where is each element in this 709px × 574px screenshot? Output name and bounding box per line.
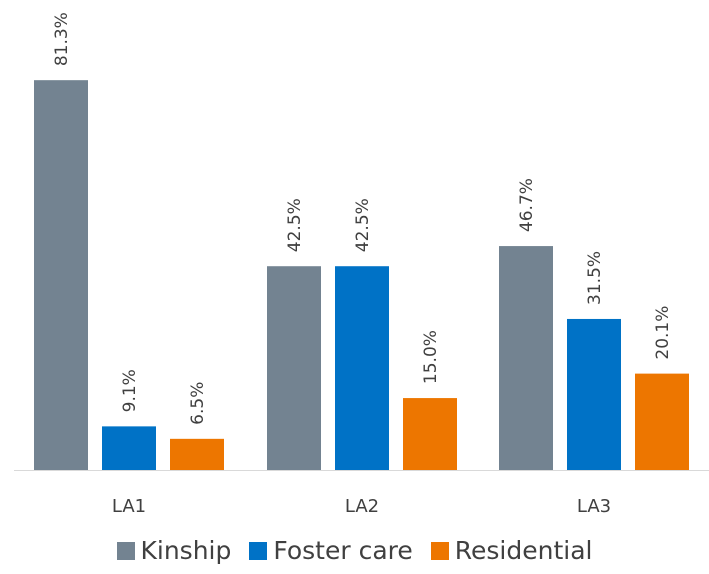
legend-swatch-foster-care [249,541,268,560]
bar-la3-residential [635,373,689,470]
legend-item-residential: Residential [430,536,593,565]
bar-la3-foster-care [567,318,621,470]
x-tick-label-la1: LA1 [112,496,146,517]
legend-label-foster-care: Foster care [273,536,413,565]
x-tick-label-la3: LA3 [577,496,611,517]
legend-swatch-residential [430,541,449,560]
data-label-la1-residential: 6.5% [188,382,208,425]
legend-item-foster-care: Foster care [249,536,413,565]
legend-swatch-kinship [116,541,135,560]
bar-la3-kinship [499,246,553,470]
legend: Kinship Foster care Residential [0,536,709,565]
bar-la1-kinship [34,80,88,470]
data-label-la3-kinship: 46.7% [517,178,537,232]
bar-la1-foster-care [102,426,156,470]
bar-la2-residential [403,398,457,470]
bar-la1-residential [170,438,224,470]
legend-item-kinship: Kinship [116,536,232,565]
data-label-la3-residential: 20.1% [653,306,673,360]
legend-label-residential: Residential [454,536,593,565]
legend-label-kinship: Kinship [140,536,232,565]
data-label-la2-residential: 15.0% [421,330,441,384]
data-label-la2-foster-care: 42.5% [353,198,373,252]
bar-la2-foster-care [335,266,389,470]
bar-la2-kinship [267,266,321,470]
x-tick-label-la2: LA2 [345,496,379,517]
data-label-la1-kinship: 81.3% [52,12,72,66]
data-label-la2-kinship: 42.5% [285,198,305,252]
data-label-la1-foster-care: 9.1% [120,369,140,412]
data-label-la3-foster-care: 31.5% [585,251,605,305]
